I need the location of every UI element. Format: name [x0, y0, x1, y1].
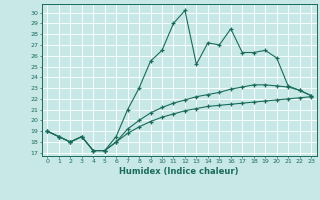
X-axis label: Humidex (Indice chaleur): Humidex (Indice chaleur): [119, 167, 239, 176]
